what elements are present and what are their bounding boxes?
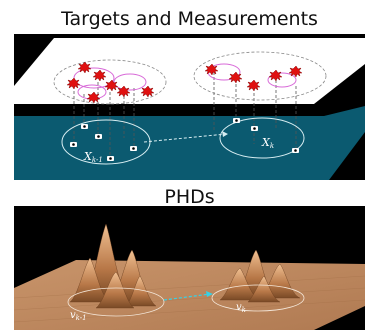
diagram-title-targets: Targets and Measurements — [61, 8, 318, 30]
target-star-icon — [86, 91, 101, 104]
target-star-icon — [268, 69, 283, 82]
label-v-k: vk — [236, 302, 246, 314]
measurement-marker-icon — [70, 142, 77, 147]
label-x-k-minus-1: Xk-1 — [83, 150, 103, 164]
surface-floor — [14, 260, 365, 330]
target-star-icon — [92, 69, 107, 82]
phd-surface-panel: vk-1 vk — [14, 206, 365, 330]
measurement-markers — [70, 118, 299, 161]
target-stars — [66, 61, 303, 104]
projection-lines — [73, 72, 297, 160]
measurement-marker-icon — [95, 134, 102, 139]
surface-regions — [67, 284, 305, 317]
measurement-regions — [61, 117, 305, 165]
transition-arrow — [143, 133, 227, 143]
target-star-icon — [204, 63, 219, 76]
phd-transition-arrow — [163, 293, 211, 301]
target-star-icon — [104, 79, 119, 92]
measurement-marker-icon — [107, 156, 114, 161]
measurement-marker-icon — [81, 124, 88, 129]
label-x-k: Xk — [261, 136, 274, 150]
upper-plane — [14, 38, 365, 104]
cluster-ellipses — [53, 51, 327, 105]
label-v-k-minus-1: vk-1 — [70, 310, 87, 322]
measurement-marker-icon — [251, 126, 258, 131]
targets-measurements-panel: Xk-1 Xk — [14, 34, 365, 180]
measurement-marker-icon — [233, 118, 240, 123]
measurement-marker-icon — [130, 146, 137, 151]
target-star-icon — [77, 61, 92, 74]
arrow-head-icon — [222, 131, 228, 137]
target-star-icon — [116, 85, 131, 98]
target-star-icon — [288, 65, 303, 78]
surface-grid — [14, 275, 365, 323]
measurement-marker-icon — [292, 148, 299, 153]
arrow-head-icon — [206, 291, 213, 297]
lower-plane — [14, 106, 365, 180]
target-star-icon — [246, 79, 261, 92]
target-star-icon — [140, 85, 155, 98]
target-star-icon — [66, 77, 81, 90]
peaks-left — [69, 223, 157, 309]
target-star-icon — [228, 71, 243, 84]
peaks-right — [219, 249, 301, 303]
diagram-title-phds: PHDs — [164, 186, 215, 208]
